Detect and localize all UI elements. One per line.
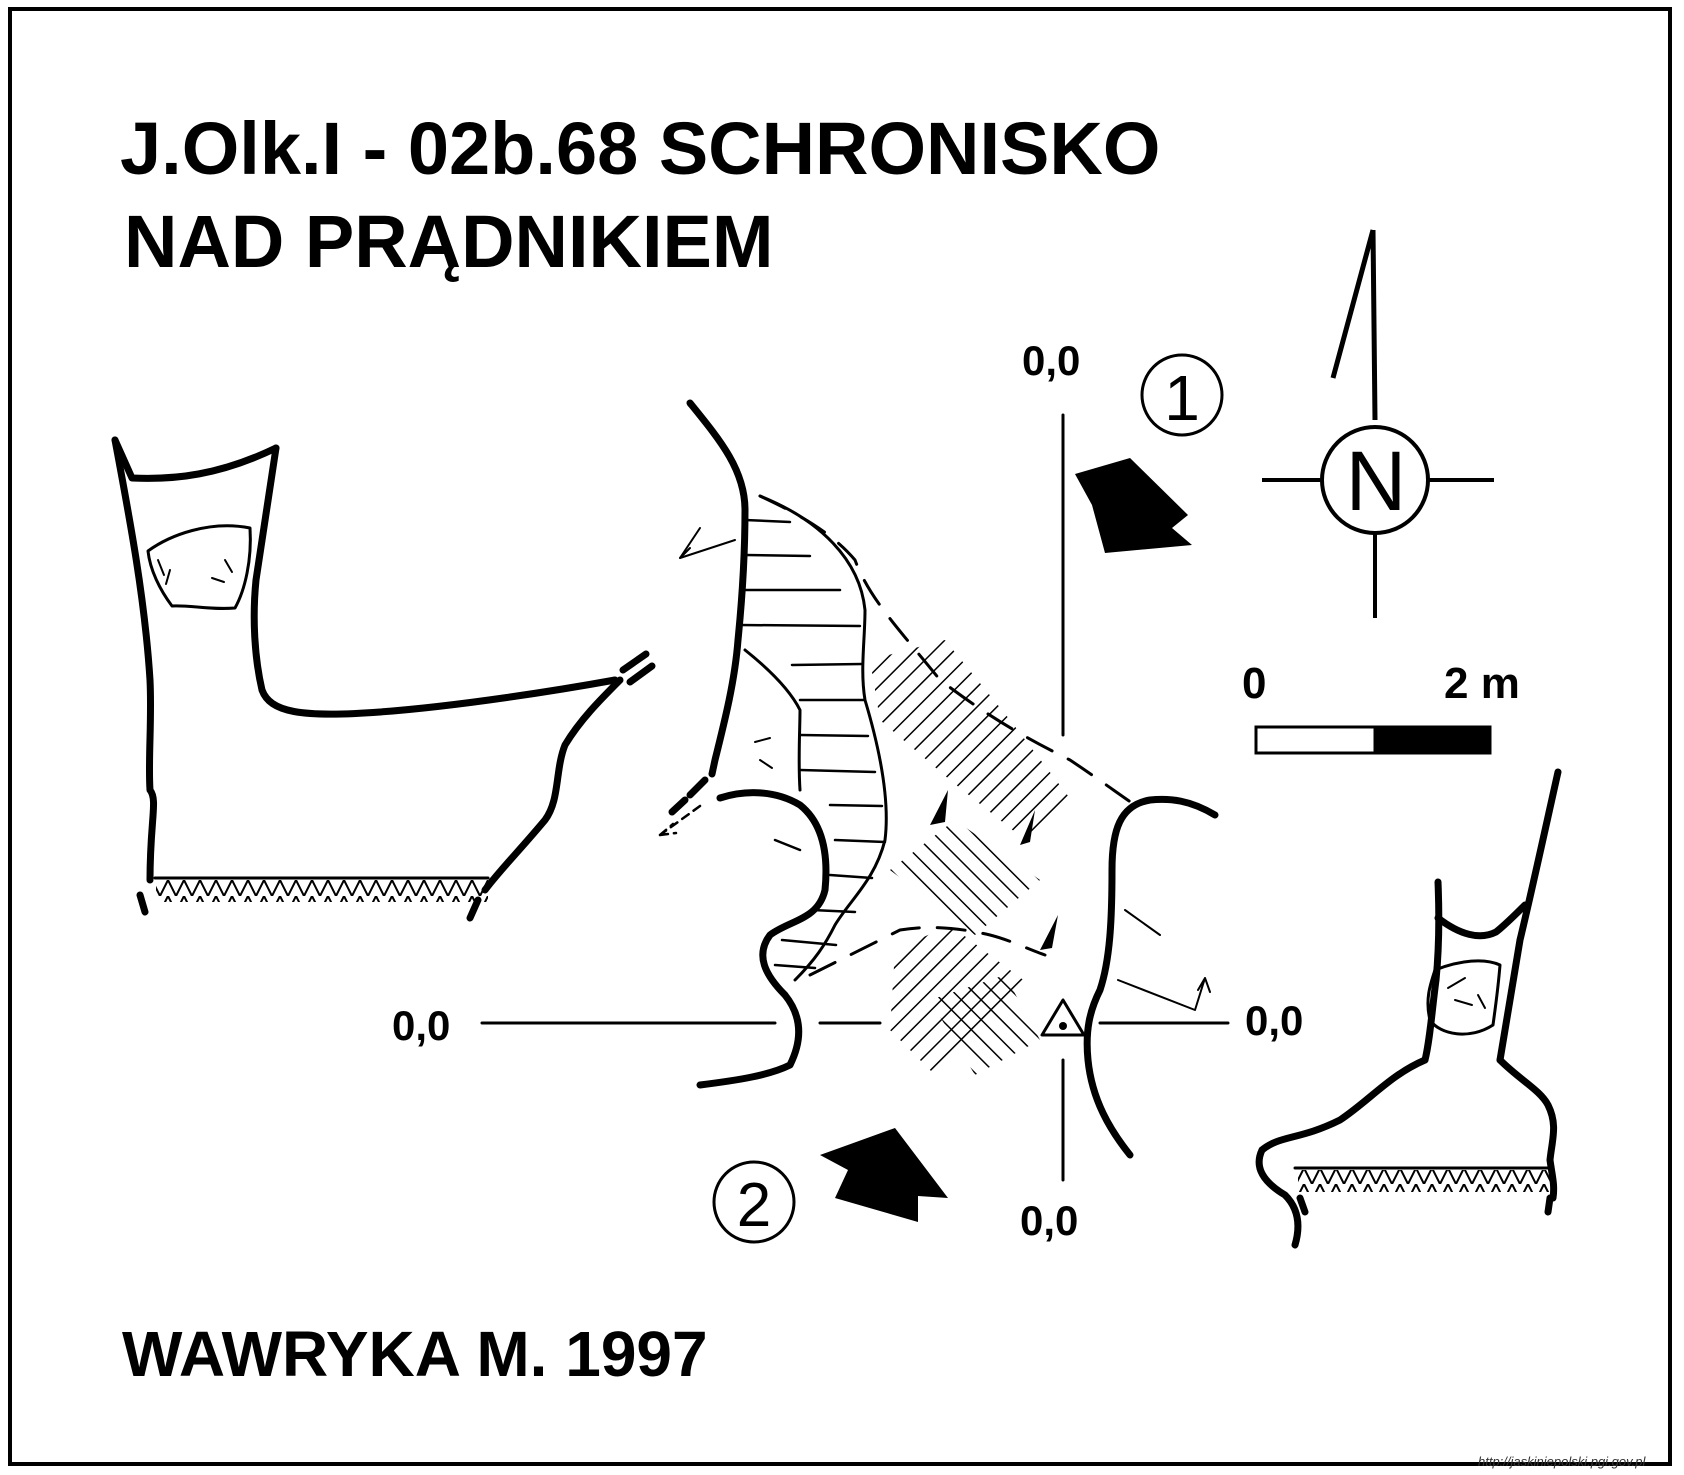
source-link[interactable]: http://jaskiniepolski.pgi.gov.pl <box>1478 1454 1646 1469</box>
north-arrow-icon: N <box>1262 229 1494 618</box>
title-line-2: NAD PRĄDNIKIEM <box>124 200 774 283</box>
scale-label-start: 0 <box>1242 659 1267 708</box>
scale-label-end: 2 m <box>1444 659 1520 708</box>
view-marker-1-label: 1 <box>1164 362 1200 434</box>
view-arrow-1 <box>1075 458 1192 553</box>
plan-view <box>480 399 1230 1182</box>
title-line-1: J.Olk.I - 02b.68 SCHRONISKO <box>120 107 1161 190</box>
coordinate-bottom: 0,0 <box>1020 1197 1079 1244</box>
coordinate-left: 0,0 <box>392 1002 451 1049</box>
scale-bar <box>1254 725 1492 755</box>
view-marker-2: 2 <box>712 1160 796 1244</box>
cross-section-right <box>1255 768 1562 1249</box>
coordinate-right: 0,0 <box>1245 997 1304 1044</box>
coordinate-top: 0,0 <box>1022 337 1081 384</box>
view-arrow-2 <box>820 1128 948 1222</box>
boulder-hatching <box>870 640 1075 1075</box>
author-credit: WAWRYKA M. 1997 <box>122 1318 708 1390</box>
view-marker-2-label: 2 <box>737 1171 771 1240</box>
view-marker-1: 1 <box>1140 353 1224 437</box>
cross-section-left <box>111 436 656 922</box>
compass-letter: N <box>1346 434 1407 528</box>
